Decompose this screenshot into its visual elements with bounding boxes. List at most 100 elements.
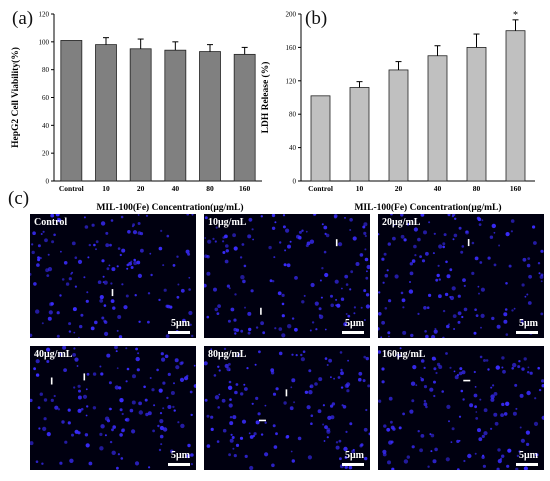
cell-nucleus [474, 405, 477, 409]
cell-nucleus [426, 306, 430, 309]
cell-nucleus [411, 399, 415, 403]
cell-nucleus [46, 347, 51, 352]
cell-nucleus [38, 407, 41, 410]
cell-nucleus [521, 367, 525, 371]
cell-nucleus [121, 283, 124, 286]
cell-nucleus [238, 353, 241, 356]
cell-nucleus [83, 276, 86, 279]
cell-nucleus [148, 466, 151, 469]
cell-nucleus [326, 364, 329, 366]
cell-nucleus [365, 293, 370, 297]
cell-nucleus [180, 423, 185, 429]
cell-nucleus [281, 293, 285, 297]
cell-nucleus [364, 319, 366, 321]
cell-nucleus [229, 438, 234, 443]
cell-nucleus [35, 460, 39, 463]
cell-nucleus [179, 361, 183, 366]
cell-nucleus [339, 351, 343, 354]
cell-nucleus [80, 313, 84, 317]
cell-nucleus [137, 222, 141, 225]
cell-nucleus [217, 365, 220, 368]
cell-nucleus [494, 421, 499, 426]
cell-nucleus [498, 244, 501, 247]
scale-bar [168, 331, 190, 334]
cell-nucleus [411, 445, 415, 449]
cell-nucleus [222, 428, 227, 433]
cell-nucleus [347, 359, 349, 362]
cell-nucleus [271, 463, 275, 468]
cell-nucleus [188, 310, 193, 316]
cell-nucleus [538, 388, 542, 392]
cell-nucleus [446, 404, 451, 409]
cell-nucleus [461, 315, 464, 319]
cell-nucleus [526, 293, 529, 296]
cell-nucleus [413, 227, 418, 232]
cell-nucleus [68, 277, 72, 281]
cell-nucleus [424, 330, 427, 333]
cell-nucleus [527, 257, 531, 260]
cell-nucleus [72, 307, 77, 312]
cell-nucleus [417, 430, 420, 433]
cell-nucleus [529, 371, 533, 375]
cell-nucleus [59, 294, 62, 297]
cell-nucleus [452, 238, 455, 241]
cell-nucleus [493, 263, 497, 267]
bar-0-1 [95, 44, 117, 182]
cell-nucleus [487, 368, 490, 371]
cell-nucleus [228, 362, 231, 366]
cell-nucleus [243, 383, 246, 386]
cell-nucleus [108, 264, 111, 267]
cell-nucleus [39, 392, 43, 396]
cell-nucleus [480, 287, 485, 292]
cell-nucleus [102, 275, 105, 278]
cell-nucleus [248, 432, 251, 435]
cell-nucleus [272, 424, 276, 428]
cell-nucleus [180, 288, 185, 293]
cell-nucleus [147, 292, 151, 295]
cell-nucleus [403, 459, 409, 464]
cell-nucleus [449, 296, 452, 298]
cell-nucleus [204, 398, 208, 402]
cell-nucleus [519, 426, 522, 429]
cell-nucleus [160, 352, 164, 356]
cell-nucleus [162, 264, 165, 267]
cell-nucleus [273, 445, 278, 449]
cell-nucleus [491, 316, 495, 321]
cell-nucleus [129, 408, 134, 413]
cell-nucleus [80, 407, 84, 411]
cell-nucleus [30, 398, 33, 403]
cell-nucleus [483, 431, 488, 436]
bar-0-4 [199, 51, 221, 182]
cell-nucleus [402, 330, 407, 335]
x-tick-label-1-2: 20 [395, 184, 403, 193]
cell-nucleus [103, 280, 108, 285]
cell-nucleus [109, 440, 113, 444]
cell-nucleus [318, 307, 322, 311]
cell-nucleus [176, 255, 179, 258]
cell-nucleus [346, 385, 349, 388]
cell-nucleus [349, 288, 352, 291]
cell-nucleus [302, 350, 306, 353]
cell-nucleus [57, 217, 59, 220]
cell-nucleus [483, 408, 488, 413]
cell-nucleus [308, 369, 312, 373]
cell-nucleus [41, 462, 44, 465]
cell-nucleus [104, 434, 107, 437]
cell-nucleus [309, 239, 315, 244]
cell-nucleus [118, 386, 122, 390]
cell-nucleus [287, 244, 291, 249]
cell-nucleus [191, 214, 194, 216]
cell-nucleus [359, 253, 364, 257]
cell-nucleus [42, 230, 45, 233]
cell-nucleus [249, 465, 254, 470]
cell-nucleus [252, 434, 256, 438]
cell-nucleus [77, 408, 82, 413]
cell-nucleus [442, 309, 446, 313]
cell-nucleus [253, 432, 257, 436]
cell-nucleus [232, 447, 235, 450]
cell-nucleus [131, 400, 136, 405]
cell-nucleus [32, 231, 36, 235]
scale-bar [342, 463, 364, 466]
cell-nucleus [388, 440, 393, 445]
cell-nucleus [221, 398, 226, 403]
